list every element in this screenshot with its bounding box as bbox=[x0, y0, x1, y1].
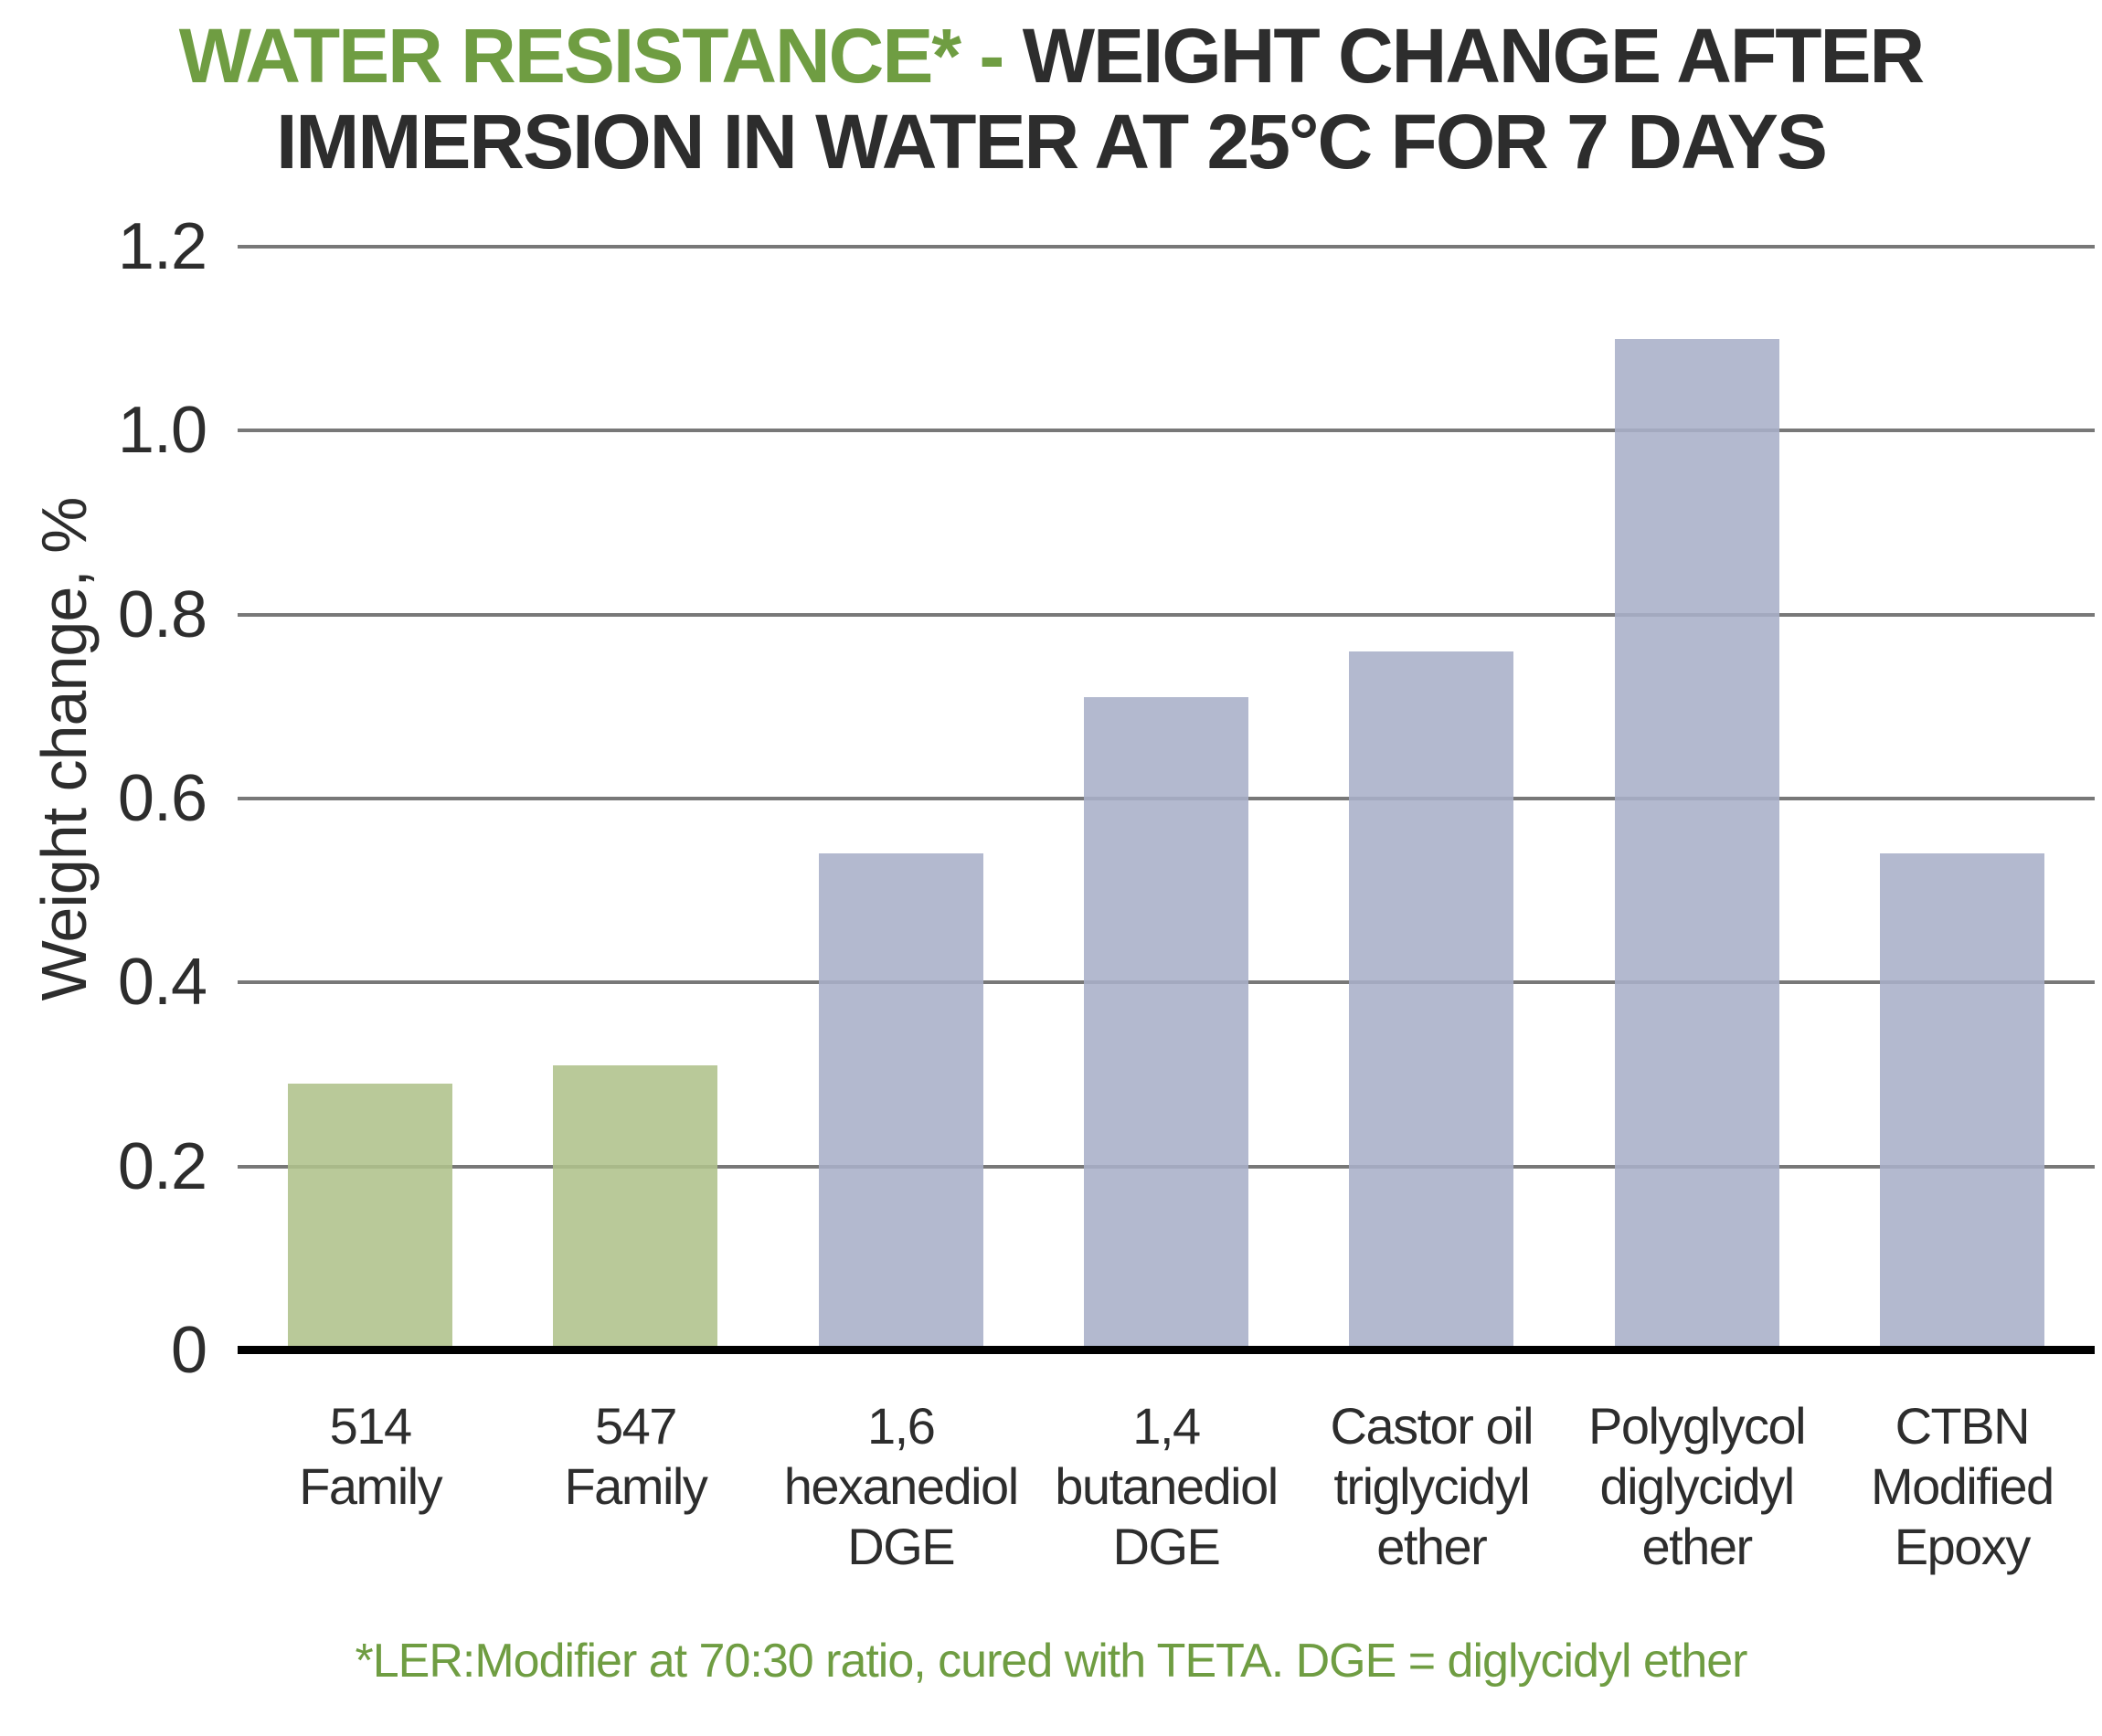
bar-slot bbox=[1830, 247, 2095, 1350]
gridline bbox=[238, 245, 2095, 249]
y-axis-tick-label: 0.2 bbox=[117, 1129, 207, 1203]
gridline bbox=[238, 429, 2095, 433]
y-axis-tick-label: 0.6 bbox=[117, 762, 207, 835]
bar bbox=[288, 1084, 453, 1350]
y-axis-tick-label: 1.2 bbox=[117, 210, 207, 283]
y-axis-tick-label: 0 bbox=[170, 1314, 207, 1387]
bar bbox=[818, 853, 983, 1350]
bar-slot bbox=[1299, 247, 1564, 1350]
chart-title-line2: IMMERSION IN WATER AT 25°C FOR 7 DAYS bbox=[276, 99, 1828, 185]
footnote: *LER:Modifier at 70:30 ratio, cured with… bbox=[355, 1635, 1748, 1688]
plot-area bbox=[238, 245, 2095, 1354]
chart-title-highlight: WATER RESISTANCE* - bbox=[178, 13, 1023, 99]
bar-slot bbox=[769, 247, 1034, 1350]
x-axis-line bbox=[238, 1346, 2095, 1354]
bar bbox=[1084, 697, 1248, 1350]
x-axis-category-label: 514 Family bbox=[299, 1397, 442, 1515]
bar-slot bbox=[1564, 247, 1829, 1350]
x-axis-category-label: 547 Family bbox=[564, 1397, 707, 1515]
bar-slot bbox=[503, 247, 768, 1350]
bar bbox=[1879, 853, 2044, 1350]
chart-title-line1: WATER RESISTANCE* - WEIGHT CHANGE AFTER bbox=[0, 13, 2102, 99]
y-axis-tick-label: 0.4 bbox=[117, 946, 207, 1020]
x-axis-category-label: Castor oil triglycidyl ether bbox=[1330, 1397, 1534, 1575]
chart-title: WATER RESISTANCE* - WEIGHT CHANGE AFTER … bbox=[0, 13, 2102, 185]
bar bbox=[553, 1064, 718, 1350]
gridline bbox=[238, 612, 2095, 617]
y-axis-tick-labels: 0 0.2 0.4 0.6 0.8 1.0 1.2 bbox=[0, 214, 207, 1383]
x-axis-category-label: 1,4 butanediol DGE bbox=[1055, 1397, 1279, 1575]
y-axis-tick-label: 0.8 bbox=[117, 577, 207, 651]
bar-slot bbox=[1034, 247, 1299, 1350]
chart-title-line1-rest: WEIGHT CHANGE AFTER bbox=[1022, 13, 1926, 99]
x-axis-category-label: 1,6 hexanediol DGE bbox=[783, 1397, 1019, 1575]
bar bbox=[1349, 651, 1514, 1350]
bar-slot bbox=[238, 247, 503, 1350]
x-axis-category-label: CTBN Modified Epoxy bbox=[1870, 1397, 2054, 1575]
bar bbox=[1614, 338, 1779, 1350]
bars bbox=[238, 247, 2095, 1350]
x-axis-category-label: Polyglycol diglycidyl ether bbox=[1587, 1397, 1807, 1575]
y-axis-tick-label: 1.0 bbox=[117, 394, 207, 468]
x-axis-category-labels: 514 Family 547 Family 1,6 hexanediol DGE 1,… bbox=[238, 1396, 2095, 1577]
